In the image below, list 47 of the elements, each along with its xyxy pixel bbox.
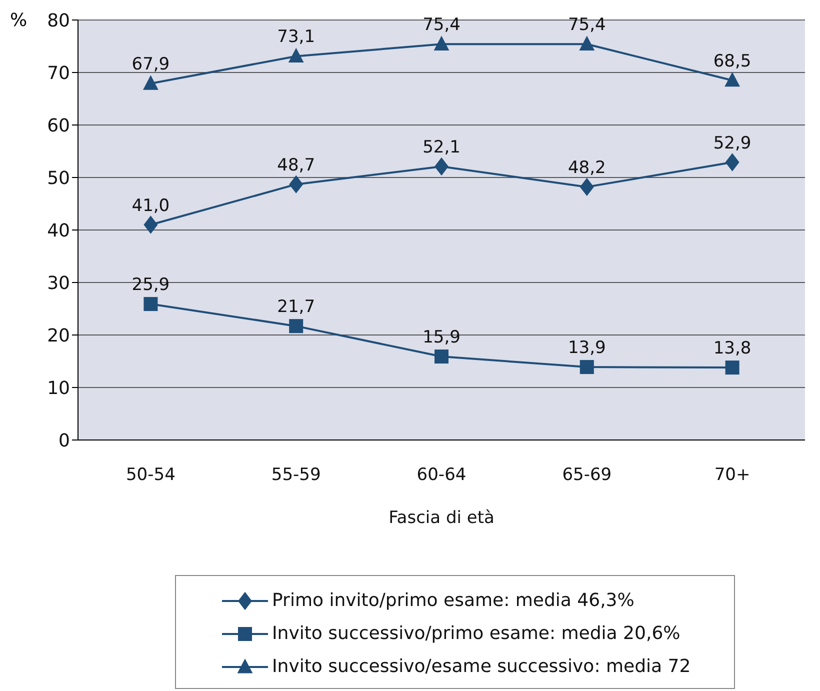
y-tick-label: 70 [47,62,70,84]
y-tick-label: 80 [47,10,70,32]
point [580,178,594,196]
y-tick-label: 50 [47,168,70,189]
point [288,48,304,63]
legend-label: Invito successivo/esame successivo: media 72 [272,656,691,677]
point [579,36,595,50]
data-label: 68,5 [713,51,752,72]
point [434,36,450,50]
point [144,297,158,312]
x-tick-label: 55-59 [271,465,321,486]
y-tick-label: 0 [58,430,70,452]
y-axis-title: % [10,10,28,31]
x-axis-title: Fascia di età [388,508,494,528]
point [580,360,594,374]
data-label: 75,4 [568,15,606,36]
data-label: 75,4 [422,15,460,36]
point [289,319,304,334]
x-tick-label: 70+ [714,465,750,486]
x-tick-label: 60-64 [416,465,466,486]
point [725,153,740,172]
legend-label: Invito successivo/primo esame: media 20,6% [272,623,680,644]
point [434,350,448,364]
data-label: 48,7 [277,155,316,176]
y-tick-label: 20 [47,325,70,346]
data-label: 21,7 [277,297,316,318]
legend-label: Primo invito/primo esame: media 46,3% [272,590,634,611]
y-tick-label: 30 [47,272,70,294]
point [724,72,740,87]
data-label: 13,8 [713,338,752,359]
data-label: 41,0 [132,196,170,216]
data-label: 13,9 [568,338,606,358]
x-tick-label: 50-54 [126,465,176,486]
x-tick-label: 65-69 [562,465,612,486]
data-label: 67,9 [132,54,170,75]
point [289,175,304,194]
point [143,75,158,90]
point [434,157,448,176]
point [725,360,740,375]
y-tick-label: 10 [47,378,70,399]
data-label: 73,1 [277,27,316,48]
point [144,216,158,234]
data-label: 52,1 [422,137,460,158]
data-label: 52,9 [713,133,752,154]
data-label: 48,2 [568,158,606,178]
y-tick-label: 40 [47,220,70,242]
y-tick-label: 60 [47,115,70,136]
